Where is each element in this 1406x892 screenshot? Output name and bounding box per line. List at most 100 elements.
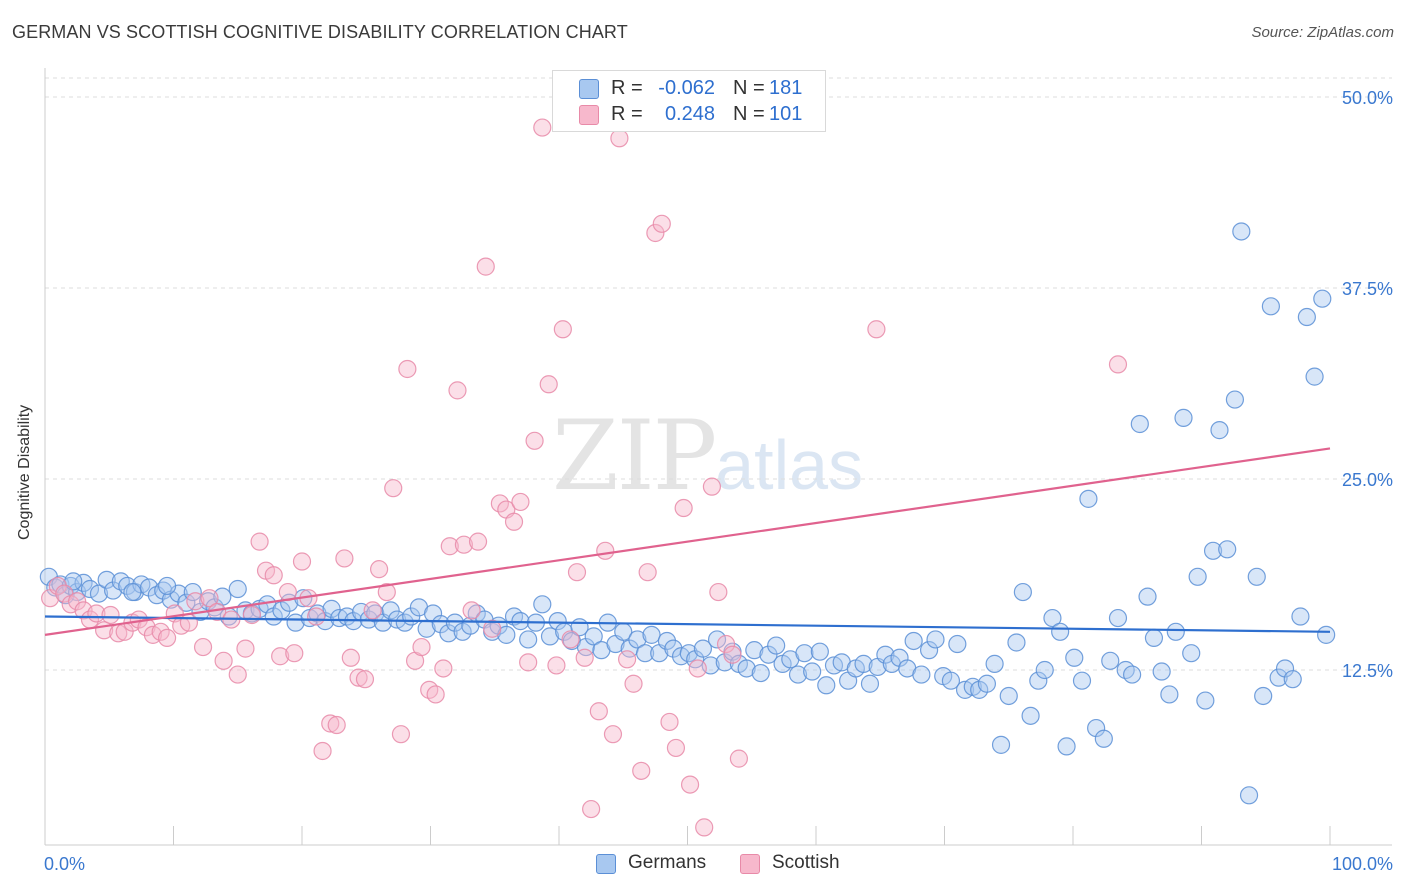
german-point-174 <box>1297 307 1316 327</box>
german-point-15 <box>139 578 159 597</box>
scottish-point-98 <box>729 749 749 768</box>
german-point-99 <box>751 663 770 683</box>
german-point-106 <box>803 662 822 681</box>
scottish-point-61 <box>468 532 488 551</box>
chart-title: GERMAN VS SCOTTISH COGNITIVE DISABILITY … <box>12 22 628 42</box>
german-point-179 <box>123 582 142 602</box>
scottish-point-93 <box>695 818 714 837</box>
scottish-point-51 <box>398 359 417 379</box>
scottish-point-71 <box>539 375 558 394</box>
scottish-r-label: R = <box>611 103 643 125</box>
scottish-point-32 <box>264 566 283 585</box>
scottish-point-99 <box>867 320 886 339</box>
watermark: ZIPatlas <box>552 400 863 512</box>
german-point-162 <box>1210 421 1229 440</box>
german-point-98 <box>745 641 764 660</box>
german-point-71 <box>548 612 567 631</box>
german-point-57 <box>445 613 465 632</box>
scottish-point-35 <box>285 644 304 663</box>
scottish-point-46 <box>363 601 382 620</box>
scottish-point-17 <box>157 628 177 648</box>
german-point-132 <box>991 735 1011 754</box>
german-point-9 <box>97 570 116 589</box>
scottish-point-39 <box>313 741 332 761</box>
x-tick-label-0: 0.0% <box>44 854 85 874</box>
scottish-point-82 <box>618 650 637 669</box>
german-trend-line <box>44 615 1331 633</box>
german-point-137 <box>1029 671 1048 690</box>
y-tick-label-1: 25.0% <box>1342 470 1393 490</box>
german-point-38 <box>308 604 327 623</box>
scottish-point-66 <box>504 512 524 531</box>
scottish-legend-label: Scottish <box>772 852 840 873</box>
german-point-121 <box>912 665 931 684</box>
scottish-swatch <box>579 105 599 125</box>
scottish-point-63 <box>483 619 502 638</box>
scottish-point-1 <box>48 576 67 596</box>
scottish-point-4 <box>68 592 87 611</box>
y-tick-label-2: 37.5% <box>1342 279 1393 299</box>
scottish-point-79 <box>596 541 615 560</box>
scottish-point-60 <box>462 601 481 620</box>
scottish-legend-swatch <box>740 854 760 874</box>
german-point-161 <box>1203 541 1223 560</box>
germans-n-value: 181 <box>769 77 803 99</box>
german-point-7 <box>80 579 100 599</box>
scottish-point-73 <box>553 320 572 339</box>
german-point-163 <box>1218 540 1237 559</box>
german-point-107 <box>810 642 829 661</box>
german-point-177 <box>1317 625 1336 644</box>
scottish-point-75 <box>567 563 587 582</box>
scottish-point-53 <box>412 637 431 657</box>
scottish-point-94 <box>702 477 722 496</box>
scottish-point-44 <box>349 668 368 687</box>
german-point-136 <box>1021 706 1040 725</box>
german-point-125 <box>941 671 961 690</box>
german-point-150 <box>1123 665 1142 684</box>
german-point-116 <box>876 645 895 664</box>
scottish-n-value: 101 <box>769 103 803 125</box>
german-point-83 <box>635 644 655 663</box>
scottish-point-36 <box>292 552 312 571</box>
scottish-point-22 <box>193 637 213 657</box>
scottish-point-48 <box>377 582 396 602</box>
scottish-point-42 <box>335 549 354 568</box>
scottish-point-78 <box>589 702 608 721</box>
germans-r-label: R = <box>611 77 643 99</box>
y-tick-label-3: 50.0% <box>1342 88 1393 108</box>
germans-n-label: N = <box>733 77 765 99</box>
scottish-point-91 <box>680 775 700 794</box>
german-point-108 <box>817 676 836 695</box>
scottish-point-38 <box>307 607 326 626</box>
scottish-point-9 <box>101 605 120 625</box>
german-point-169 <box>1261 297 1280 316</box>
german-point-160 <box>1196 691 1215 710</box>
german-point-140 <box>1051 622 1070 641</box>
correlation-legend: R = -0.062 N = 181 R = 0.248 N = 101 <box>552 70 826 132</box>
german-point-141 <box>1057 737 1076 756</box>
german-point-82 <box>628 630 647 649</box>
german-point-69 <box>533 595 552 614</box>
german-point-148 <box>1108 608 1128 628</box>
y-axis-label: Cognitive Disability <box>16 404 33 540</box>
scottish-point-50 <box>391 725 411 744</box>
german-point-67 <box>519 630 538 649</box>
scottish-point-81 <box>610 129 629 148</box>
scottish-point-29 <box>242 605 261 625</box>
scottish-point-95 <box>709 582 728 602</box>
scottish-point-58 <box>448 381 467 400</box>
scottish-point-62 <box>476 257 495 276</box>
german-point-153 <box>1144 628 1164 648</box>
scottish-r-value: 0.248 <box>664 103 715 125</box>
german-point-130 <box>977 674 997 693</box>
watermark-atlas: atlas <box>715 426 864 504</box>
german-point-70 <box>540 627 560 646</box>
scottish-point-85 <box>638 563 657 582</box>
scottish-point-96 <box>716 634 736 654</box>
scottish-point-92 <box>688 659 707 678</box>
scottish-point-69 <box>525 431 544 450</box>
german-point-20 <box>177 593 196 612</box>
german-point-168 <box>1254 686 1273 706</box>
scottish-point-25 <box>214 651 233 670</box>
